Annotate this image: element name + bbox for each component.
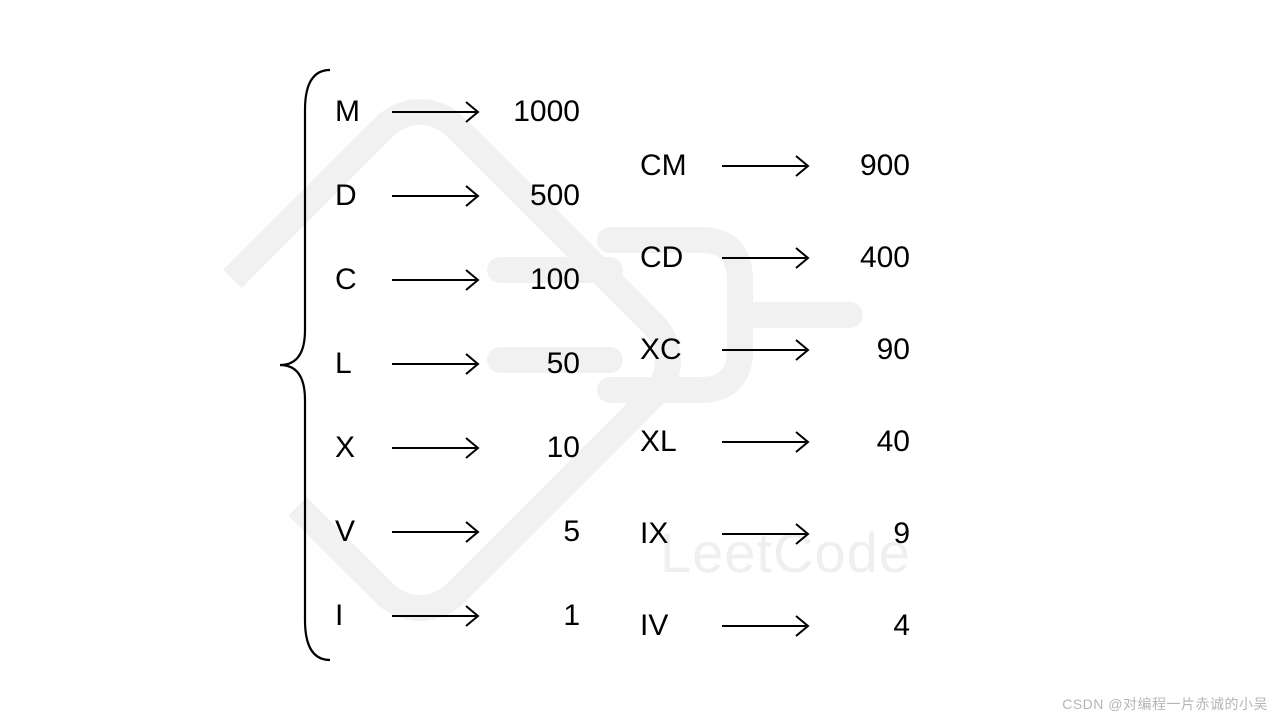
left_column-row: V 5 bbox=[335, 490, 580, 574]
numeral-value: 10 bbox=[480, 431, 580, 465]
roman-symbol: IV bbox=[640, 609, 720, 643]
right_column-row: CD 400 bbox=[640, 212, 910, 304]
arrow-icon bbox=[390, 184, 480, 208]
right_column-row: IV 4 bbox=[640, 580, 910, 672]
roman-symbol: V bbox=[335, 515, 390, 549]
numeral-value: 9 bbox=[810, 517, 910, 551]
left_column-row: X 10 bbox=[335, 406, 580, 490]
right_column-row: IX 9 bbox=[640, 488, 910, 580]
arrow-icon bbox=[720, 522, 810, 546]
arrow-icon bbox=[720, 154, 810, 178]
roman-symbol: X bbox=[335, 431, 390, 465]
roman-symbol: C bbox=[335, 263, 390, 297]
left_column-row: L 50 bbox=[335, 322, 580, 406]
arrow-icon bbox=[390, 604, 480, 628]
arrow-icon bbox=[390, 268, 480, 292]
roman-symbol: I bbox=[335, 599, 390, 633]
numeral-value: 40 bbox=[810, 425, 910, 459]
diagram-canvas: LeetCode M 1000D 500C 100L 50X 10V 5I 1 … bbox=[0, 0, 1280, 720]
roman-symbol: M bbox=[335, 95, 390, 129]
numeral-value: 1000 bbox=[480, 95, 580, 129]
left_column-row: M 1000 bbox=[335, 70, 580, 154]
numeral-value: 5 bbox=[480, 515, 580, 549]
arrow-icon bbox=[720, 338, 810, 362]
left_column-row: D 500 bbox=[335, 154, 580, 238]
numeral-value: 900 bbox=[810, 149, 910, 183]
right_column-row: CM 900 bbox=[640, 120, 910, 212]
arrow-icon bbox=[720, 430, 810, 454]
roman-symbol: XC bbox=[640, 333, 720, 367]
arrow-icon bbox=[390, 100, 480, 124]
roman-symbol: L bbox=[335, 347, 390, 381]
arrow-icon bbox=[390, 436, 480, 460]
numeral-value: 50 bbox=[480, 347, 580, 381]
arrow-icon bbox=[390, 352, 480, 376]
roman-symbol: CD bbox=[640, 241, 720, 275]
arrow-icon bbox=[720, 614, 810, 638]
roman-symbol: XL bbox=[640, 425, 720, 459]
arrow-icon bbox=[720, 246, 810, 270]
left-mapping-column: M 1000D 500C 100L 50X 10V 5I 1 bbox=[335, 70, 580, 658]
numeral-value: 400 bbox=[810, 241, 910, 275]
numeral-value: 500 bbox=[480, 179, 580, 213]
right_column-row: XL 40 bbox=[640, 396, 910, 488]
numeral-value: 4 bbox=[810, 609, 910, 643]
numeral-value: 1 bbox=[480, 599, 580, 633]
left_column-row: I 1 bbox=[335, 574, 580, 658]
roman-symbol: IX bbox=[640, 517, 720, 551]
left_column-row: C 100 bbox=[335, 238, 580, 322]
arrow-icon bbox=[390, 520, 480, 544]
numeral-value: 90 bbox=[810, 333, 910, 367]
roman-symbol: D bbox=[335, 179, 390, 213]
right-mapping-column: CM 900CD 400XC 90XL 40IX 9IV 4 bbox=[640, 120, 910, 672]
roman-symbol: CM bbox=[640, 149, 720, 183]
numeral-value: 100 bbox=[480, 263, 580, 297]
right_column-row: XC 90 bbox=[640, 304, 910, 396]
